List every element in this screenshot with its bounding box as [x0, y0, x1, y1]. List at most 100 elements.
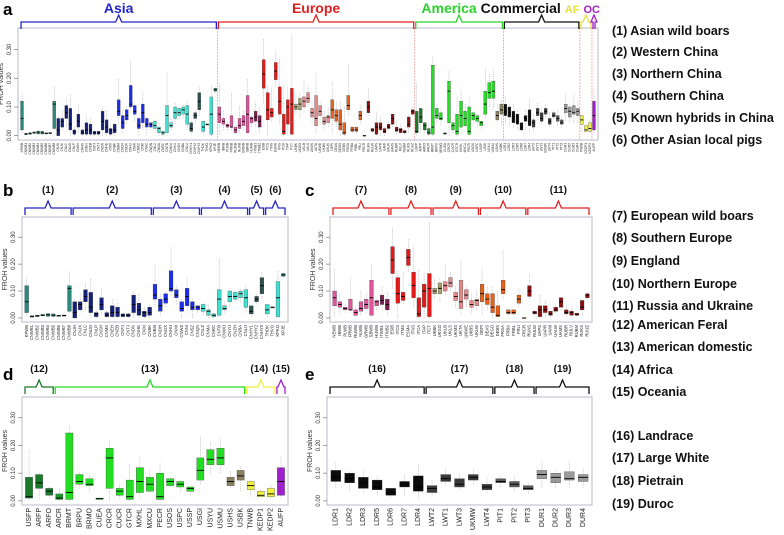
x-tick-label: UKLB: [442, 325, 447, 336]
box-ITWB1: [379, 294, 385, 305]
x-tick-label: RULV: [569, 325, 574, 336]
box-ITCS: [395, 277, 400, 304]
box-CNSZ: [190, 301, 195, 311]
box-ARCR: [55, 493, 64, 500]
box-CNLP: [94, 312, 99, 317]
y-tick-label: 0.20: [11, 258, 17, 270]
box-ITAP: [422, 284, 427, 308]
x-tick-label: CNNI: [141, 143, 145, 151]
legend-item: (1) Asian wild boars: [612, 24, 730, 38]
x-tick-label: CUCR: [117, 508, 124, 528]
x-tick-label: RUBR: [563, 325, 568, 337]
x-tick-label: USMU: [217, 508, 224, 529]
x-tick-label: PLWB: [225, 143, 229, 152]
x-tick-label: UAMI: [548, 325, 553, 335]
x-tick-label: CNWB3: [32, 143, 36, 155]
x-tick-label: KPJE: [213, 143, 217, 151]
x-tick-label: CNDN: [100, 142, 104, 152]
group-label: (5): [250, 185, 262, 196]
box-CNLC: [64, 105, 68, 119]
box-CNLW: [88, 292, 93, 313]
box-CNBM: [152, 284, 158, 300]
x-tick-label: ARFO: [46, 507, 53, 527]
group-label: (9): [450, 185, 462, 196]
x-tick-label: CNHY3: [197, 143, 201, 154]
box-CNQN: [195, 305, 200, 311]
x-tick-label: RUBR: [394, 142, 398, 152]
box-FRBL: [354, 126, 358, 132]
box-ARFP: [419, 108, 423, 123]
x-tick-label: BRMO: [439, 142, 443, 152]
box-DEPI: [480, 284, 485, 302]
x-tick-label: CNZH: [232, 325, 237, 337]
x-tick-label: ARFO: [423, 142, 427, 151]
x-tick-label: DUR1: [564, 143, 568, 152]
x-tick-label: CRCR: [447, 142, 451, 152]
box-CNQN: [149, 122, 153, 128]
box-CNTB: [217, 289, 222, 316]
x-tick-label: CNMI: [173, 325, 178, 336]
box-UKLS: [448, 277, 453, 288]
box-USGI: [483, 91, 487, 115]
box-UALW: [386, 124, 391, 129]
box-UAMI: [382, 128, 387, 133]
x-tick-label: IBWB: [337, 325, 342, 336]
x-tick-label: NEWB: [332, 325, 337, 338]
box-CNJH: [72, 301, 77, 319]
box-HUWB: [250, 116, 254, 123]
y-tick-label: 0.00: [316, 494, 322, 506]
group-bracket: [590, 13, 598, 29]
x-tick-label: UKWE: [463, 325, 468, 338]
box-LDR1: [503, 103, 507, 116]
box-ITCT: [290, 88, 294, 135]
box-CNHY1: [249, 305, 254, 315]
box-CNNI: [141, 103, 145, 123]
x-tick-label: UKLB: [302, 143, 306, 151]
x-tick-label: CNWZ: [179, 325, 184, 338]
x-tick-label: RULW: [370, 143, 374, 152]
box-MXHL: [459, 101, 463, 128]
box-CRCR: [447, 80, 451, 123]
y-axis-label: FROH values: [0, 62, 5, 105]
x-tick-label: ITWB2: [384, 324, 389, 337]
x-tick-label: CNGX: [163, 325, 168, 337]
box-CNBK: [147, 307, 152, 316]
legend-item: (16) Landrace: [612, 429, 694, 443]
x-tick-label: DUR1: [539, 508, 546, 527]
x-tick-label: CNEH: [84, 142, 88, 152]
x-tick-label: UAPS: [537, 325, 542, 337]
x-tick-label: CUCR: [451, 142, 455, 152]
legend-item: (14) Africa: [612, 363, 673, 377]
x-tick-label: LDR5: [515, 143, 519, 151]
x-tick-label: CNWB4: [36, 143, 40, 155]
group-bracket: [503, 13, 580, 29]
x-tick-label: USOS: [167, 508, 174, 528]
box-KEDP1: [257, 491, 265, 497]
legend-item: (13) American domestic: [612, 340, 753, 354]
x-tick-label: BRMO: [86, 507, 93, 529]
y-tick-label: 0.00: [319, 311, 325, 323]
legend-item: (8) Southern Europe: [612, 231, 733, 245]
y-tick-label: 0.30: [11, 231, 17, 243]
x-tick-label: CNFJ: [92, 143, 96, 152]
legend-item: (3) Northern China: [612, 67, 722, 81]
panel-letter: a: [3, 0, 13, 19]
box-DUR4: [578, 474, 589, 482]
y-tick-label: 0.10: [7, 100, 13, 112]
x-tick-label: USOS: [471, 143, 475, 152]
box-RUKS: [580, 300, 585, 311]
x-tick-label: FRGA: [500, 325, 505, 337]
x-tick-label: RUUZ: [584, 325, 589, 337]
group-bracket: [264, 199, 286, 215]
x-tick-label: GTCR: [455, 142, 459, 152]
group-bracket: [527, 199, 590, 215]
x-tick-label: MXCU: [463, 142, 467, 152]
box-CNSH: [99, 297, 104, 311]
box-ARFO: [423, 122, 427, 131]
box-UAPR: [378, 122, 383, 131]
legend-item: (9) England: [612, 254, 681, 268]
box-CNDH: [121, 115, 125, 129]
box-FRBA: [350, 126, 354, 132]
x-tick-label: LWT4: [484, 508, 491, 526]
box-DUR3: [572, 105, 576, 115]
